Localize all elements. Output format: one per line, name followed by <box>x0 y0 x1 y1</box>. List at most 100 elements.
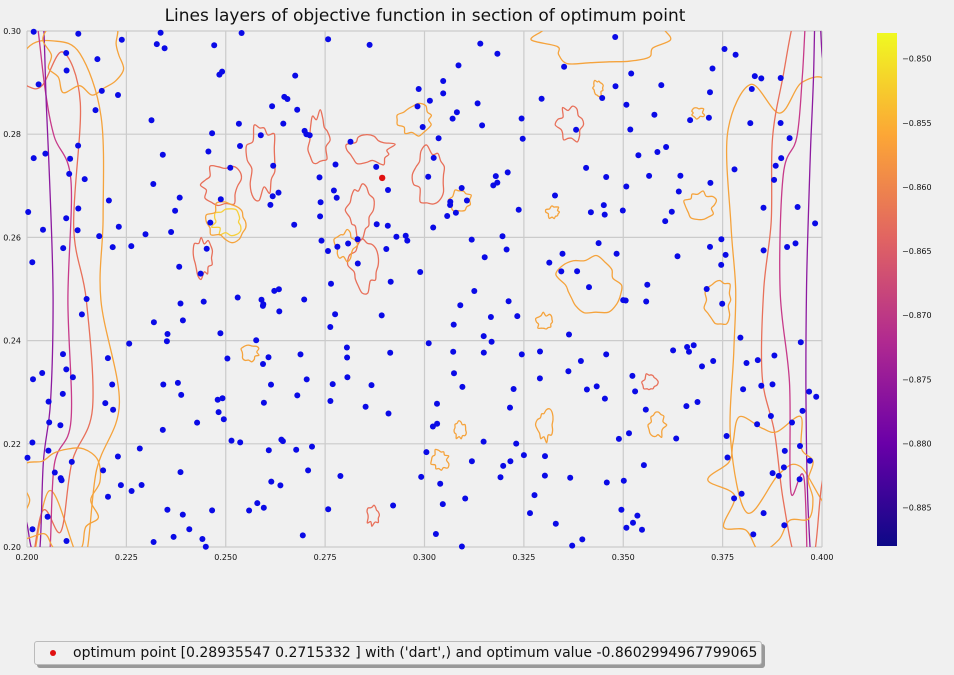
sample-point <box>644 281 651 288</box>
x-tick-label: 0.400 <box>811 553 834 562</box>
sample-point <box>102 400 109 407</box>
sample-point <box>481 254 488 261</box>
sample-point <box>425 340 432 347</box>
sample-point <box>393 233 400 240</box>
sample-point <box>487 314 494 320</box>
sample-point <box>186 526 193 533</box>
sample-point <box>234 294 241 301</box>
sample-point <box>45 398 52 405</box>
sample-point <box>325 506 332 513</box>
sample-point <box>683 403 690 410</box>
y-tick-label: 0.20 <box>3 543 21 552</box>
sample-point <box>170 533 177 540</box>
sample-point <box>507 458 514 465</box>
sample-point <box>328 280 334 287</box>
sample-point <box>437 480 444 487</box>
sample-point <box>732 51 739 58</box>
sample-point <box>66 170 73 177</box>
sample-point <box>390 502 397 509</box>
sample-point <box>59 390 66 397</box>
sample-point <box>626 430 632 437</box>
sample-point <box>118 36 125 43</box>
sample-point <box>505 298 512 305</box>
sample-point <box>627 126 634 133</box>
sample-point <box>561 63 568 70</box>
sample-point <box>63 215 70 222</box>
sample-point <box>238 30 245 36</box>
sample-point <box>303 376 310 383</box>
sample-point <box>60 245 67 252</box>
sample-point <box>434 400 440 407</box>
sample-point <box>159 426 166 433</box>
sample-point <box>305 467 312 474</box>
contour-line <box>534 408 554 444</box>
contour-line <box>204 201 247 244</box>
x-tick-label: 0.250 <box>214 553 237 562</box>
sample-point <box>677 172 684 179</box>
sample-point <box>277 482 284 489</box>
sample-point <box>490 182 497 189</box>
sample-point <box>387 349 394 356</box>
sample-point <box>318 237 325 244</box>
sample-point <box>159 151 166 158</box>
sample-point <box>75 30 82 37</box>
sample-point <box>373 163 380 170</box>
sample-point <box>772 162 779 169</box>
sample-point <box>24 454 31 461</box>
sample-point <box>235 120 242 127</box>
sample-point <box>690 342 697 349</box>
sample-point <box>214 396 221 403</box>
sample-point <box>63 366 70 373</box>
sample-point <box>812 220 819 227</box>
contour-line <box>544 205 561 220</box>
colorbar-tick-label: −0.880 <box>902 439 932 448</box>
sample-point <box>781 522 788 529</box>
sample-point <box>775 472 782 479</box>
sample-point <box>541 472 548 479</box>
sample-point <box>373 221 380 228</box>
sample-point <box>209 130 216 137</box>
legend-optimum-marker <box>50 650 56 656</box>
sample-point <box>57 422 64 429</box>
sample-point <box>35 81 42 88</box>
sample-point <box>345 240 352 247</box>
sample-point <box>270 162 277 169</box>
sample-point <box>46 419 53 426</box>
sample-point <box>603 479 610 486</box>
sample-point <box>632 388 639 395</box>
sample-point <box>51 469 58 476</box>
sample-point <box>164 506 171 513</box>
sample-point <box>60 351 66 358</box>
sample-point <box>583 164 590 171</box>
sample-point <box>634 512 641 519</box>
sample-point <box>332 161 339 168</box>
sample-point <box>203 245 210 252</box>
sample-point <box>601 211 608 218</box>
sample-point <box>354 260 361 267</box>
contour-line <box>199 164 243 207</box>
sample-point <box>615 435 622 442</box>
sample-point <box>418 473 425 480</box>
sample-point <box>128 243 135 250</box>
sample-point <box>497 474 504 481</box>
sample-point <box>452 209 459 216</box>
sample-point <box>474 100 481 107</box>
sample-point <box>362 403 369 410</box>
sample-point <box>117 482 124 489</box>
sample-point <box>205 148 212 155</box>
sample-point <box>284 96 291 102</box>
sample-point <box>718 236 725 243</box>
sample-point <box>67 155 74 162</box>
sample-point <box>567 474 574 481</box>
sample-point <box>30 376 36 383</box>
sample-point <box>317 199 324 206</box>
sample-point <box>316 174 323 181</box>
sample-point <box>209 507 216 514</box>
colorbar-tick-label: −0.865 <box>902 247 932 256</box>
legend-optimum-label: optimum point [0.28935547 0.2715332 ] wi… <box>73 645 758 661</box>
sample-point <box>293 446 300 453</box>
sample-point <box>110 406 117 413</box>
sample-point <box>707 243 713 250</box>
sample-point <box>57 475 64 482</box>
sample-point <box>771 176 778 183</box>
